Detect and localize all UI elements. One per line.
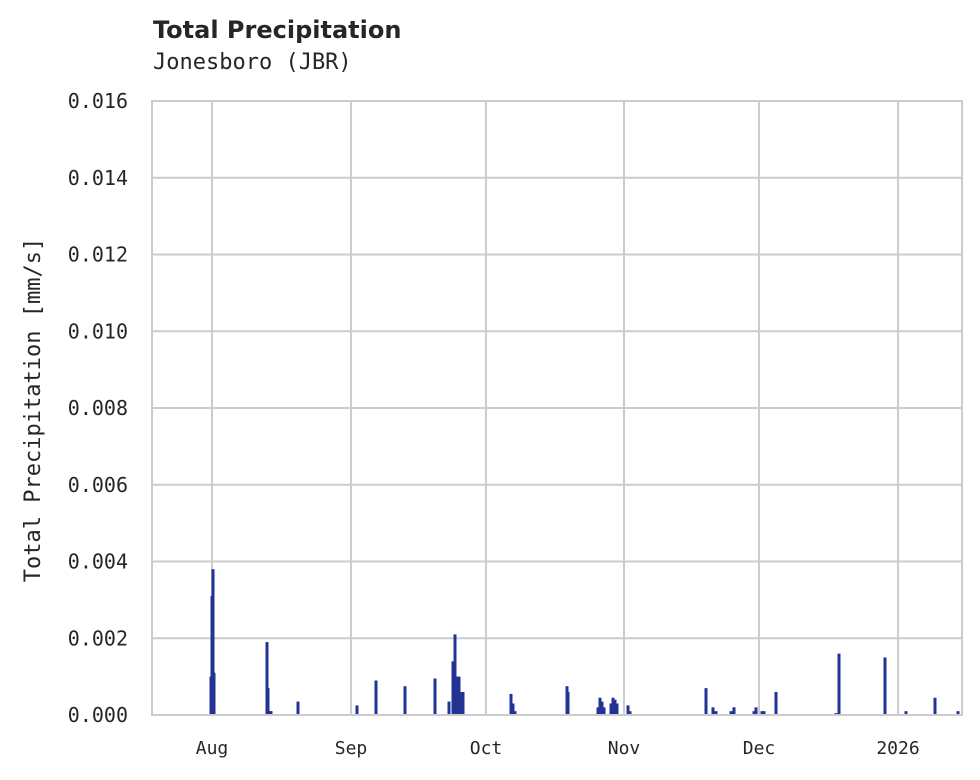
precipitation-bar <box>628 711 632 715</box>
y-tick-label: 0.008 <box>68 396 128 420</box>
precipitation-bar <box>266 688 270 715</box>
precipitation-bar <box>883 657 887 715</box>
precipitation-bar <box>762 711 766 715</box>
precipitation-bar <box>704 688 708 715</box>
y-tick-label: 0.016 <box>68 89 128 113</box>
precipitation-bar <box>760 711 764 715</box>
precipitation-bar <box>596 707 600 715</box>
precipitation-bar <box>265 642 269 715</box>
precipitation-bar <box>600 701 604 715</box>
precipitation-bar <box>513 711 517 715</box>
precipitation-bar <box>212 672 216 715</box>
precipitation-bar <box>566 691 570 715</box>
precipitation-bar <box>355 705 359 715</box>
precipitation-bar <box>754 707 758 715</box>
precipitation-bar <box>602 707 606 715</box>
y-tick-label: 0.010 <box>68 319 128 343</box>
precipitation-bar <box>729 711 733 715</box>
chart-title: Total Precipitation <box>153 16 402 44</box>
precipitation-bar <box>598 697 602 715</box>
plot-frame <box>151 100 963 716</box>
precipitation-bar <box>611 697 615 715</box>
precipitation-bar <box>732 707 736 715</box>
precipitation-bar <box>451 661 455 715</box>
y-tick-label: 0.000 <box>68 703 128 727</box>
grid-lines <box>152 100 962 716</box>
precipitation-bar <box>774 691 778 715</box>
x-tick-label: Sep <box>335 738 368 759</box>
precipitation-bar <box>956 711 960 715</box>
precipitation-bar <box>453 634 457 715</box>
precipitation-bar <box>403 686 407 715</box>
precipitation-bar <box>211 569 215 715</box>
precipitation-bar <box>509 693 513 715</box>
precipitation-bar <box>626 705 630 715</box>
precipitation-bar <box>933 697 937 715</box>
precipitation-bar <box>711 707 715 715</box>
y-tick-label: 0.004 <box>68 550 128 574</box>
precipitation-bar <box>609 703 613 715</box>
y-axis-label: Total Precipitation [mm/s] <box>21 238 46 582</box>
precipitation-bar <box>296 701 300 715</box>
x-axis-ticks: Aug Sep Oct Nov Dec 2026 <box>196 738 920 759</box>
precipitation-bar <box>433 678 437 715</box>
precipitation-bar <box>461 691 465 715</box>
precipitation-bar <box>615 703 619 715</box>
x-tick-label: 2026 <box>876 738 919 759</box>
y-tick-label: 0.014 <box>68 166 128 190</box>
precipitation-bar <box>752 711 756 715</box>
precipitation-bars <box>209 569 960 715</box>
precipitation-bar <box>837 653 841 715</box>
precipitation-bar <box>904 711 908 715</box>
precipitation-bar <box>447 701 451 715</box>
y-tick-label: 0.006 <box>68 473 128 497</box>
x-tick-label: Dec <box>743 738 776 759</box>
x-tick-label: Oct <box>470 738 503 759</box>
precipitation-bar <box>455 676 459 715</box>
y-axis-ticks: 0.000 0.002 0.004 0.006 0.008 0.010 0.012 0.014… <box>68 89 128 727</box>
precipitation-bar <box>374 680 378 715</box>
precipitation-bar <box>457 676 461 715</box>
precipitation-bar <box>714 711 718 715</box>
precipitation-bar <box>511 703 515 715</box>
precipitation-bar <box>269 711 273 715</box>
y-tick-label: 0.012 <box>68 243 128 267</box>
chart-subtitle: Jonesboro (JBR) <box>153 50 352 75</box>
x-tick-label: Aug <box>196 738 229 759</box>
y-tick-label: 0.002 <box>68 626 128 650</box>
precipitation-bar <box>459 691 463 715</box>
x-tick-label: Nov <box>608 738 641 759</box>
precipitation-bar <box>613 699 617 715</box>
